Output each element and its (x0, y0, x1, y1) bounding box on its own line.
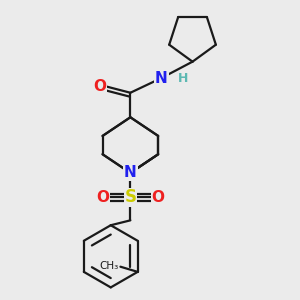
Text: O: O (93, 79, 106, 94)
Text: N: N (155, 70, 168, 86)
Text: O: O (152, 190, 165, 205)
Text: O: O (96, 190, 109, 205)
Text: CH₃: CH₃ (100, 261, 119, 271)
Text: N: N (124, 165, 137, 180)
Text: H: H (178, 71, 188, 85)
Text: S: S (124, 188, 136, 206)
